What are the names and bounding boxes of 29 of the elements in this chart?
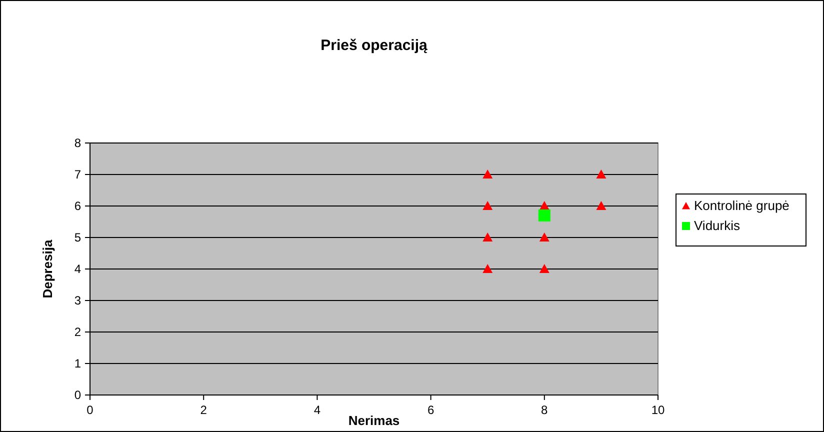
y-tick-label: 5 xyxy=(74,230,82,244)
point xyxy=(539,264,550,273)
point xyxy=(482,170,493,178)
y-tick-label: 6 xyxy=(74,199,82,213)
x-tick-label: 10 xyxy=(651,403,665,417)
chart-title: Prieš operaciją xyxy=(320,37,428,54)
y-tick-label: 4 xyxy=(74,262,82,276)
x-axis-title: Nerimas xyxy=(348,413,400,428)
y-tick-label: 7 xyxy=(74,168,82,182)
y-axis-title: Depresija xyxy=(40,238,55,298)
legend-label: Vidurkis xyxy=(694,218,740,233)
point xyxy=(482,201,493,210)
point xyxy=(482,232,493,242)
y-tick-label: 0 xyxy=(74,388,82,402)
point xyxy=(482,264,493,273)
x-tick-label: 4 xyxy=(314,403,321,417)
point xyxy=(538,209,550,222)
point xyxy=(596,170,606,178)
point xyxy=(596,201,606,210)
x-tick-label: 0 xyxy=(86,403,94,417)
legend-label: Kontrolinė grupė xyxy=(694,198,790,213)
y-tick-label: 8 xyxy=(74,136,82,150)
y-tick-label: 2 xyxy=(74,325,82,339)
x-tick-label: 2 xyxy=(200,403,208,417)
y-tick-label: 1 xyxy=(74,356,82,370)
x-tick-label: 8 xyxy=(541,403,548,417)
x-tick-label: 6 xyxy=(427,403,434,417)
y-tick-label: 3 xyxy=(74,294,82,308)
point xyxy=(539,232,550,242)
